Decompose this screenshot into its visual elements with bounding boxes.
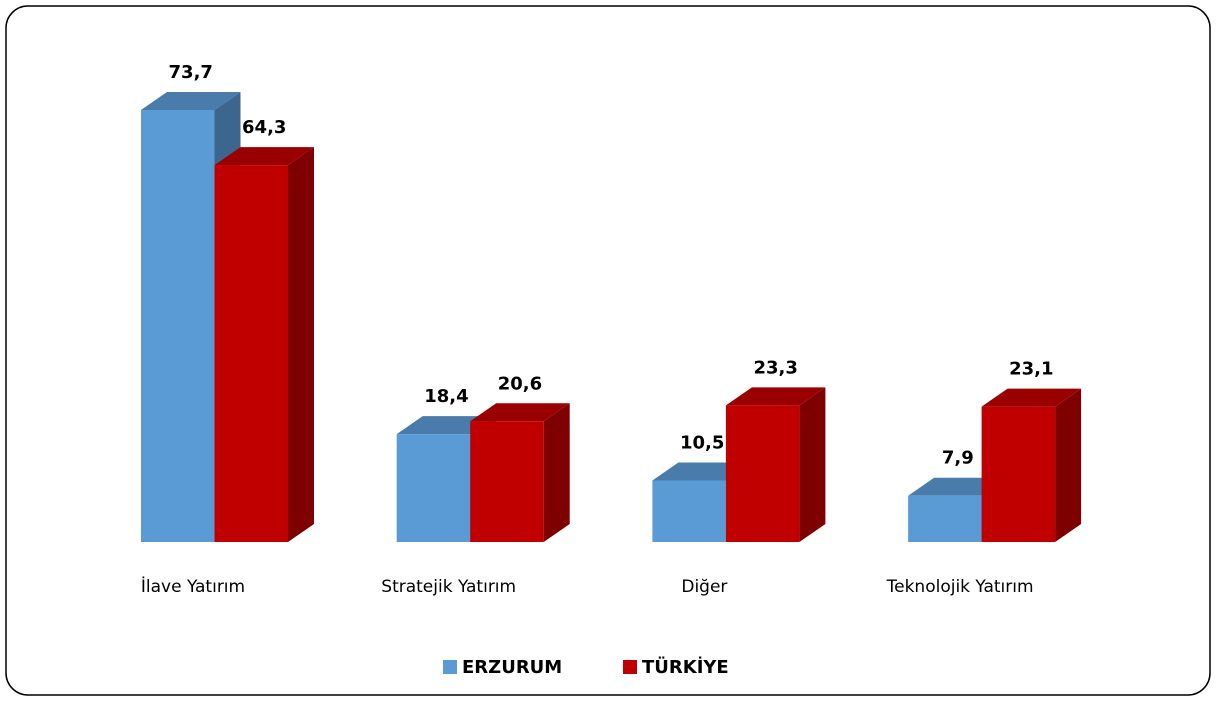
data-label: 20,6 (498, 373, 542, 394)
bar-top (725, 387, 826, 406)
bar-side (1055, 388, 1082, 542)
bar-front (396, 434, 471, 542)
bar (981, 388, 1082, 542)
legend-label: TÜRKİYE (642, 656, 729, 678)
bar-front (214, 165, 288, 542)
legend-swatch (443, 660, 457, 674)
data-label: 64,3 (242, 117, 286, 138)
bar-side (543, 403, 570, 542)
data-label: 23,1 (1009, 359, 1053, 380)
x-tick-label: Teknolojik Yatırım (886, 577, 1034, 597)
bar (470, 403, 570, 542)
legend-swatch (623, 660, 637, 674)
x-tick-label: Stratejik Yatırım (381, 577, 516, 597)
bar-side (288, 147, 314, 542)
bar-front (908, 495, 982, 542)
data-label: 10,5 (680, 432, 724, 453)
bar-front (652, 480, 726, 542)
bar-top (981, 388, 1082, 407)
bar (725, 387, 826, 542)
bar-top (470, 403, 570, 422)
data-label: 7,9 (942, 448, 974, 469)
bar (214, 147, 314, 542)
bar-top (214, 147, 314, 166)
data-label: 73,7 (169, 62, 213, 83)
legend-label: ERZURUM (462, 657, 562, 678)
bar-front (981, 406, 1056, 542)
x-tick-label: İlave Yatırım (141, 576, 245, 597)
bar-front (141, 110, 215, 542)
x-tick-label: Diğer (681, 577, 727, 597)
data-label: 18,4 (424, 386, 468, 407)
bar-front (725, 405, 800, 542)
bar-top (141, 92, 241, 110)
bar-front (470, 421, 544, 542)
data-label: 23,3 (753, 357, 797, 378)
bar-side (799, 387, 826, 542)
